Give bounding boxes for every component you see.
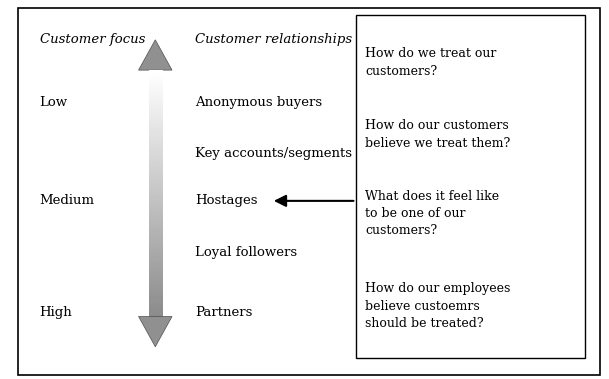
Text: Anonymous buyers: Anonymous buyers xyxy=(195,96,322,109)
Text: Partners: Partners xyxy=(195,306,252,319)
Text: Medium: Medium xyxy=(40,194,94,207)
Text: How do our customers
believe we treat them?: How do our customers believe we treat th… xyxy=(365,119,511,150)
Text: Loyal followers: Loyal followers xyxy=(195,246,297,258)
Bar xyxy=(149,70,162,316)
Text: Customer relationships: Customer relationships xyxy=(195,33,352,46)
Polygon shape xyxy=(139,40,172,70)
Text: High: High xyxy=(40,306,72,319)
Text: Customer focus: Customer focus xyxy=(40,33,145,46)
Text: How do we treat our
customers?: How do we treat our customers? xyxy=(365,47,497,78)
Text: Hostages: Hostages xyxy=(195,194,258,207)
Text: Low: Low xyxy=(40,96,68,109)
Bar xyxy=(356,15,585,358)
Text: Key accounts/segments: Key accounts/segments xyxy=(195,147,352,160)
Text: How do our employees
believe custoemrs
should be treated?: How do our employees believe custoemrs s… xyxy=(365,282,511,330)
Polygon shape xyxy=(139,316,172,347)
Text: What does it feel like
to be one of our
customers?: What does it feel like to be one of our … xyxy=(365,190,499,238)
